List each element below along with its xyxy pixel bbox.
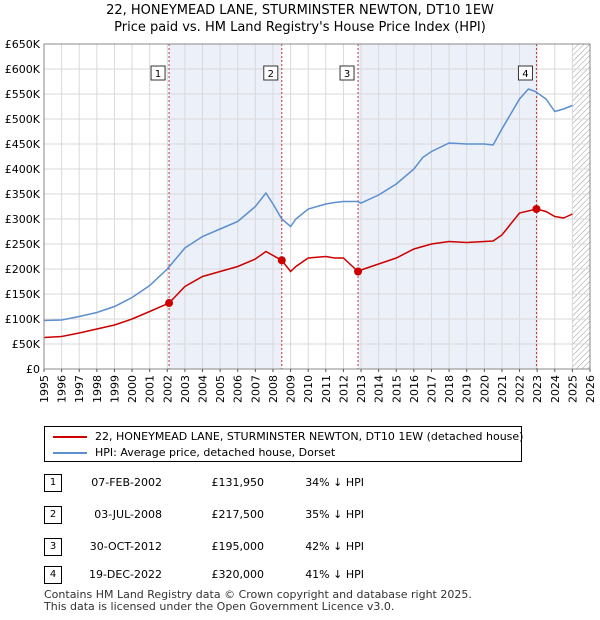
x-tick-label: 2026: [584, 375, 597, 403]
y-tick-label: £350K: [5, 188, 41, 201]
y-tick-label: £150K: [5, 288, 41, 301]
y-tick-label: £550K: [5, 88, 41, 101]
footer: Contains HM Land Registry data © Crown c…: [44, 589, 472, 613]
legend-swatch-property: [53, 436, 87, 438]
x-tick-label: 2020: [478, 375, 491, 403]
y-tick-label: £50K: [12, 338, 41, 351]
y-tick-label: £250K: [5, 238, 41, 251]
chart-title: 22, HONEYMEAD LANE, STURMINSTER NEWTON, …: [106, 3, 494, 18]
transaction-marker: [354, 267, 363, 276]
x-tick-label: 2025: [566, 375, 579, 403]
x-tick-label: 2003: [179, 375, 192, 403]
x-tick-label: 2000: [126, 375, 139, 403]
forecast-hatch: [572, 44, 590, 369]
transaction-price: £131,950: [211, 476, 265, 489]
transaction-label: 2: [268, 69, 274, 80]
transaction-date: 07-FEB-2002: [91, 476, 162, 489]
price-chart: 1 2 3 4 £0 £50K £100K £150K £200K £250K £300K £350K…: [5, 38, 597, 403]
transaction-hpi-diff: 35% ↓ HPI: [305, 508, 364, 521]
x-tick-label: 2017: [425, 375, 438, 403]
transaction-number: 2: [44, 506, 62, 524]
hpi-series-line: [43, 88, 573, 322]
transaction-date: 03-JUL-2008: [94, 508, 162, 521]
plot-frame: [43, 43, 591, 370]
transaction-label: 3: [344, 69, 350, 80]
transaction-hpi-diff: 41% ↓ HPI: [305, 568, 364, 581]
transaction-label-box: [263, 65, 279, 81]
x-tick-label: 2004: [197, 375, 210, 403]
transaction-marker: [165, 299, 174, 308]
transaction-number: 1: [44, 474, 62, 492]
x-tick-label: 1999: [108, 375, 121, 403]
footer-licence: This data is licensed under the Open Gov…: [44, 600, 395, 613]
transaction-label: 1: [155, 69, 161, 80]
x-tick-label: 1997: [73, 375, 86, 403]
x-tick-label: 2010: [302, 375, 315, 403]
transaction-date: 19-DEC-2022: [88, 568, 162, 581]
x-tick-label: 2021: [496, 375, 509, 403]
footer-copyright: Contains HM Land Registry data © Crown c…: [44, 588, 472, 601]
x-tick-label: 2016: [408, 375, 421, 403]
x-tick-label: 2015: [390, 375, 403, 403]
property-series-line: [43, 208, 573, 339]
transaction-number: 3: [44, 538, 62, 556]
x-tick-label: 1998: [91, 375, 104, 403]
x-tick-label: 2014: [373, 375, 386, 403]
transaction-price: £320,000: [211, 568, 265, 581]
x-tick-label: 2018: [443, 375, 456, 403]
x-tick-label: 2023: [531, 375, 544, 403]
x-tick-label: 2011: [320, 375, 333, 403]
x-tick-label: 1995: [38, 375, 51, 403]
x-tick-label: 2005: [214, 375, 227, 403]
legend: 22, HONEYMEAD LANE, STURMINSTER NEWTON, …: [44, 426, 524, 462]
transaction-marker: [532, 205, 541, 213]
x-tick-label: 2009: [285, 375, 298, 403]
y-tick-label: £300K: [5, 213, 41, 226]
transaction-label: 4: [522, 69, 528, 80]
transaction-price: £195,000: [211, 540, 265, 553]
ownership-shade: [358, 44, 537, 369]
x-tick-label: 1996: [56, 375, 69, 403]
y-tick-label: £500K: [5, 113, 41, 126]
transaction-label-box: [150, 65, 166, 81]
x-tick-label: 2024: [549, 375, 562, 403]
transaction-date: 30-OCT-2012: [89, 540, 162, 553]
transaction-hpi-diff: 42% ↓ HPI: [305, 540, 364, 553]
ownership-shade: [169, 44, 282, 369]
y-tick-label: £100K: [5, 313, 41, 326]
x-tick-label: 2002: [161, 375, 174, 403]
x-tick-label: 2022: [514, 375, 527, 403]
transaction-price: £217,500: [211, 508, 265, 521]
x-tick-label: 2001: [144, 375, 157, 403]
y-tick-label: £650K: [5, 38, 41, 51]
y-tick-label: £400K: [5, 163, 41, 176]
legend-label-hpi: HPI: Average price, detached house, Dors…: [95, 446, 336, 459]
x-tick-label: 2019: [461, 375, 474, 403]
y-tick-label: £450K: [5, 138, 41, 151]
x-tick-label: 2013: [355, 375, 368, 403]
x-tick-label: 2012: [337, 375, 350, 403]
y-tick-label: £600K: [5, 63, 41, 76]
transaction-hpi-diff: 34% ↓ HPI: [305, 476, 364, 489]
transaction-marker: [277, 256, 286, 265]
chart-subtitle: Price paid vs. HM Land Registry's House …: [114, 20, 486, 35]
x-tick-label: 2006: [232, 375, 245, 403]
transaction-label-box: [517, 65, 533, 81]
transaction-label-box: [339, 65, 355, 81]
legend-label-property: 22, HONEYMEAD LANE, STURMINSTER NEWTON, …: [95, 430, 524, 443]
transaction-number: 4: [44, 566, 62, 584]
legend-swatch-hpi: [53, 452, 87, 454]
x-tick-label: 2007: [249, 375, 262, 403]
y-tick-label: £0: [26, 363, 40, 376]
y-tick-label: £200K: [5, 263, 41, 276]
x-tick-label: 2008: [267, 375, 280, 403]
